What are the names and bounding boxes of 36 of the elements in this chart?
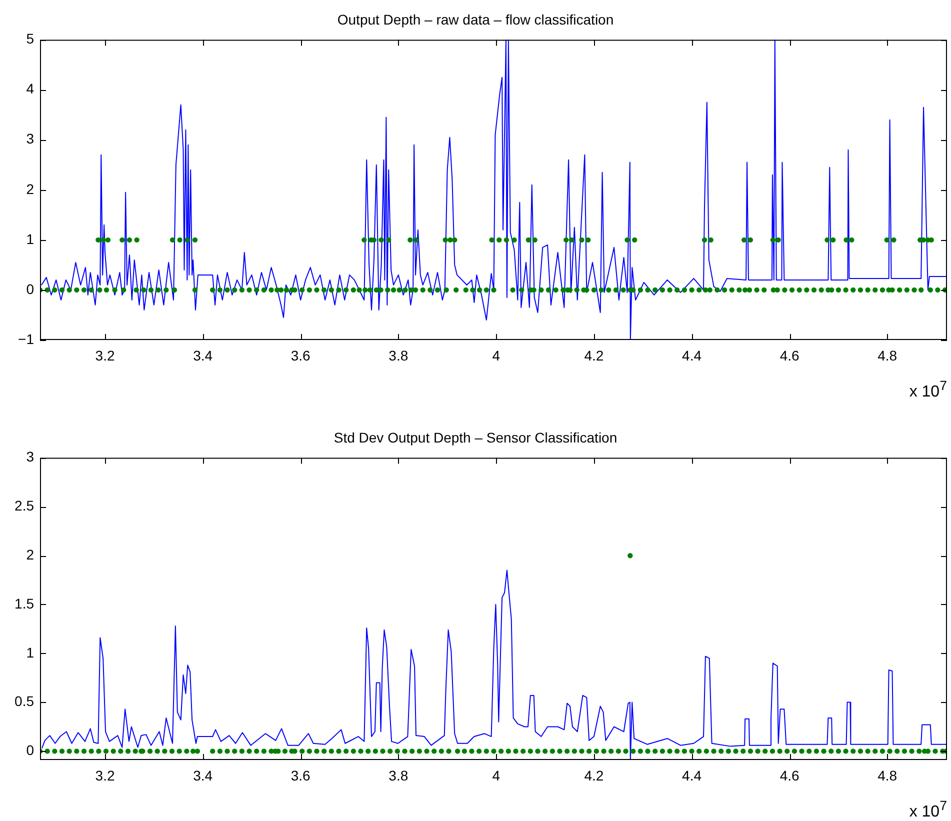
- y-tick-label: 1: [26, 644, 34, 660]
- y-tick-label: 3: [26, 448, 34, 465]
- x-tick-label: 4.6: [780, 347, 800, 364]
- y-tick-label: 1: [26, 230, 34, 247]
- x-tick-label: 4.8: [878, 347, 898, 364]
- y-tick-label: 0: [26, 742, 34, 758]
- y-tick-label: −1: [18, 330, 34, 347]
- text: x 10$^{7}$: [909, 798, 947, 821]
- x-tick-label: 4.4: [682, 767, 702, 784]
- x-tick-label: 4.4: [682, 347, 702, 364]
- x-tick-label: 3.8: [388, 347, 408, 364]
- x-tick-label: 4.8: [878, 767, 898, 784]
- y-tick-label: 2: [26, 180, 34, 197]
- x-tick-label: 4.6: [780, 767, 800, 784]
- y-tick-label: 2: [26, 546, 34, 562]
- x-tick-label: 4.2: [584, 767, 604, 784]
- x-tick-label: 3.2: [95, 347, 115, 364]
- x-tick-label: 3.6: [290, 347, 311, 364]
- y-tick-label: 2.5: [14, 498, 34, 514]
- x-tick-label: 3.4: [193, 767, 213, 784]
- y-tick-label: 1.5: [14, 595, 34, 612]
- y-tick-label: 0: [26, 280, 34, 297]
- y-tick-label: 5: [26, 30, 34, 47]
- y-tick-label: 0.5: [14, 693, 34, 710]
- x-tick-label: 4: [492, 347, 500, 364]
- x-tick-label: 4: [492, 767, 500, 784]
- y-tick-label: 4: [26, 80, 34, 97]
- x-tick-label: 3.6: [290, 767, 311, 784]
- chart-title: Std Dev Output Depth – Sensor Classification: [334, 429, 618, 446]
- x-tick-label: 3.2: [95, 767, 115, 784]
- x-tick-label: 3.4: [193, 347, 213, 364]
- x-tick-label: 4.2: [584, 347, 604, 364]
- text: x 10$^{7}$: [909, 378, 947, 402]
- chart-title: Output Depth – raw data – flow classification: [337, 11, 614, 28]
- x-tick-label: 3.8: [388, 767, 408, 784]
- y-tick-label: 3: [26, 130, 34, 147]
